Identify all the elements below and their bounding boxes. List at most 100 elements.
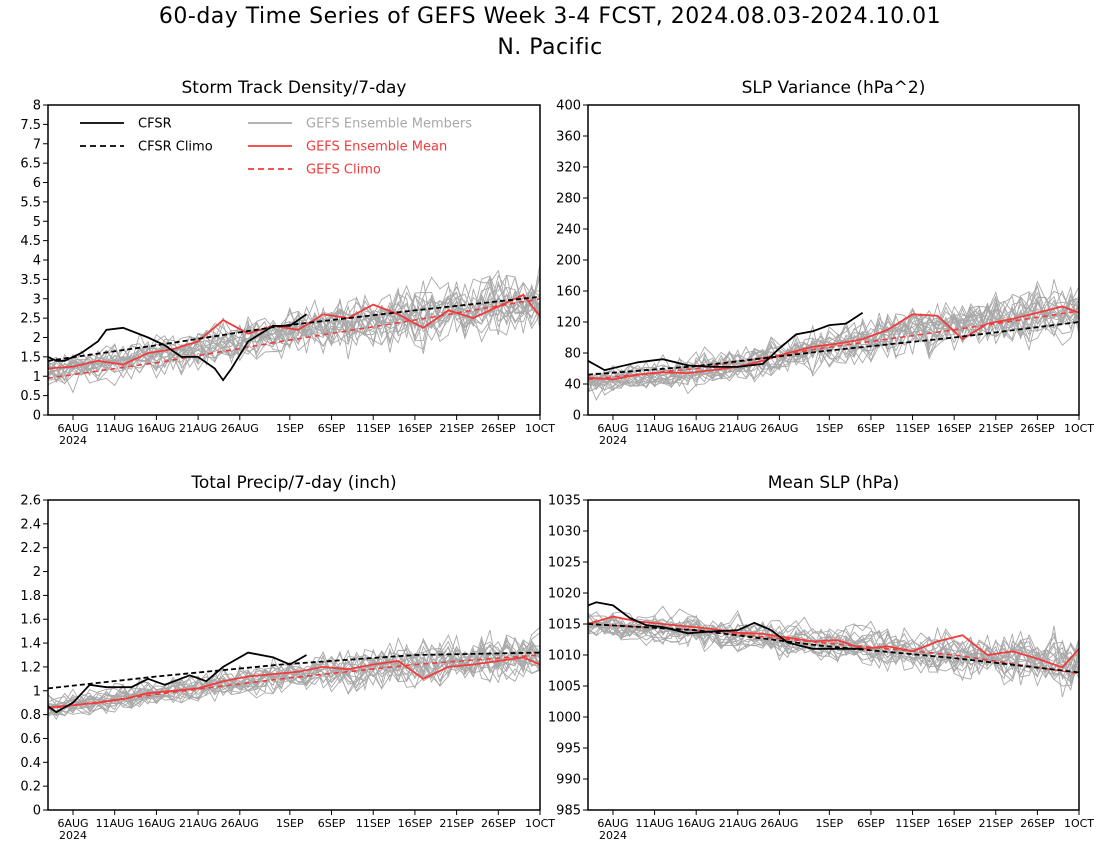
ensemble-member-line <box>588 605 1079 664</box>
y-tick-label: 2.4 <box>20 517 41 532</box>
y-tick-label: 2.2 <box>20 541 41 556</box>
y-tick-label: 1030 <box>548 525 581 540</box>
legend-cfsr-label: CFSR <box>138 117 172 132</box>
y-tick-label: 1000 <box>548 711 581 726</box>
y-tick-label: 0.2 <box>20 780 41 795</box>
y-tick-label: 990 <box>556 773 581 788</box>
y-tick-label: 320 <box>556 161 581 176</box>
ensemble-member-line <box>48 273 540 377</box>
x-tick-label: 26SEP <box>1020 422 1055 435</box>
legend-gefs-climo-label: GEFS Climo <box>306 163 381 178</box>
y-tick-label: 200 <box>556 254 581 269</box>
x-tick-label: 16AUG <box>677 817 715 830</box>
ensemble-mean-line <box>588 305 1079 381</box>
x-tick-label: 26SEP <box>481 817 516 830</box>
y-tick-label: 2 <box>33 565 41 580</box>
y-tick-label: 2.5 <box>20 312 41 327</box>
x-tick-label: 26AUG <box>221 817 259 830</box>
x-tick-label: 6AUG <box>57 817 88 830</box>
x-tick-label: 26AUG <box>221 422 259 435</box>
y-tick-label: 240 <box>556 223 581 238</box>
plot-frame <box>587 104 1080 416</box>
y-tick-label: 80 <box>564 347 581 362</box>
panel-title: Storm Track Density/7-day <box>182 78 407 98</box>
y-tick-label: 0.8 <box>20 708 41 723</box>
x-tick-label: 21AUG <box>179 817 217 830</box>
ensemble-member-line <box>48 269 540 375</box>
ensemble-member-line <box>48 275 540 377</box>
chart-legend: CFSR CFSR Climo GEFS Ensemble Members GEFS … <box>80 117 472 178</box>
panel-storm-track-density: Storm Track Density/7-day 0 0.5 1 1.5 2 2.5 3 3.… <box>20 78 555 447</box>
y-tick-label: 1015 <box>548 618 581 633</box>
plot-frame <box>47 104 541 416</box>
ensemble-member-line <box>588 291 1079 388</box>
y-tick-label: 6 <box>33 176 41 191</box>
y-tick-label: 2.6 <box>20 494 41 509</box>
cfsr-climo-line <box>588 321 1079 376</box>
y-tick-label: 120 <box>556 316 581 331</box>
y-tick-label: 1005 <box>548 680 581 695</box>
plot-area <box>588 601 1079 698</box>
ensemble-member-line <box>48 642 540 717</box>
x-tick-label: 11SEP <box>895 817 930 830</box>
plot-area <box>48 263 540 394</box>
x-tick-label: 26SEP <box>481 422 516 435</box>
panel-title: Total Precip/7-day (inch) <box>190 473 396 493</box>
y-tick-label: 1035 <box>548 494 581 509</box>
x-tick-label: 1OCT <box>1064 817 1094 830</box>
y-tick-label: 4.5 <box>20 234 41 249</box>
legend-ensemble-mean-label: GEFS Ensemble Mean <box>306 140 447 155</box>
y-tick-label: 3 <box>33 292 41 307</box>
y-tick-label: 0 <box>33 804 41 819</box>
y-tick-label: 1.4 <box>20 637 41 652</box>
legend-members-label: GEFS Ensemble Members <box>306 117 472 132</box>
x-tick-label: 11AUG <box>636 422 674 435</box>
x-tick-label: 26AUG <box>760 817 798 830</box>
plot-area <box>588 279 1079 401</box>
x-tick-label: 16AUG <box>137 422 175 435</box>
ensemble-mean-line <box>48 656 540 709</box>
x-tick-label: 21AUG <box>719 817 757 830</box>
y-tick-label: 2 <box>33 331 41 346</box>
x-tick-label: 1OCT <box>1064 422 1094 435</box>
y-tick-label: 985 <box>556 804 581 819</box>
y-tick-label: 0.4 <box>20 756 41 771</box>
y-tick-label: 1 <box>33 370 41 385</box>
x-tick-label: 6SEP <box>857 422 885 435</box>
figure-title: 60-day Time Series of GEFS Week 3-4 FCST… <box>158 4 942 29</box>
ensemble-member-line <box>588 614 1079 681</box>
y-tick-label: 400 <box>556 99 581 114</box>
y-tick-label: 1010 <box>548 649 581 664</box>
x-tick-label: 1SEP <box>816 817 844 830</box>
x-tick-label: 21SEP <box>978 817 1013 830</box>
ensemble-member-line <box>588 291 1079 384</box>
y-tick-label: 1.5 <box>20 350 41 365</box>
x-tick-label: 11AUG <box>636 817 674 830</box>
ensemble-member-line <box>588 298 1079 391</box>
y-tick-label: 40 <box>564 378 581 393</box>
x-tick-label: 16SEP <box>398 817 433 830</box>
ensemble-mean-line <box>48 293 540 370</box>
panel-title: Mean SLP (hPa) <box>768 473 900 493</box>
ensemble-member-line <box>588 279 1079 387</box>
x-tick-label: 16AUG <box>677 422 715 435</box>
x-tick-label: 16SEP <box>937 422 972 435</box>
y-tick-label: 0 <box>573 409 581 424</box>
x-tick-label: 16AUG <box>137 817 175 830</box>
y-tick-label: 995 <box>556 742 581 757</box>
y-tick-label: 1.8 <box>20 589 41 604</box>
ensemble-member-line <box>588 290 1079 386</box>
panel-mean-slp: Mean SLP (hPa) 985 990 995 1000 1005 1010 1015 1… <box>548 473 1094 842</box>
x-year-label: 2024 <box>599 434 627 447</box>
x-tick-label: 1SEP <box>816 422 844 435</box>
gefs-climo-line <box>48 298 540 379</box>
x-tick-label: 11SEP <box>895 422 930 435</box>
y-tick-label: 360 <box>556 130 581 145</box>
y-tick-label: 1025 <box>548 556 581 571</box>
y-tick-label: 160 <box>556 285 581 300</box>
panel-slp-variance: SLP Variance (hPa^2) 0 40 80 120 160 200 240 280… <box>556 78 1094 447</box>
x-year-label: 2024 <box>59 434 87 447</box>
x-tick-label: 11SEP <box>356 422 391 435</box>
ensemble-member-line <box>48 635 540 713</box>
x-tick-label: 16SEP <box>937 817 972 830</box>
